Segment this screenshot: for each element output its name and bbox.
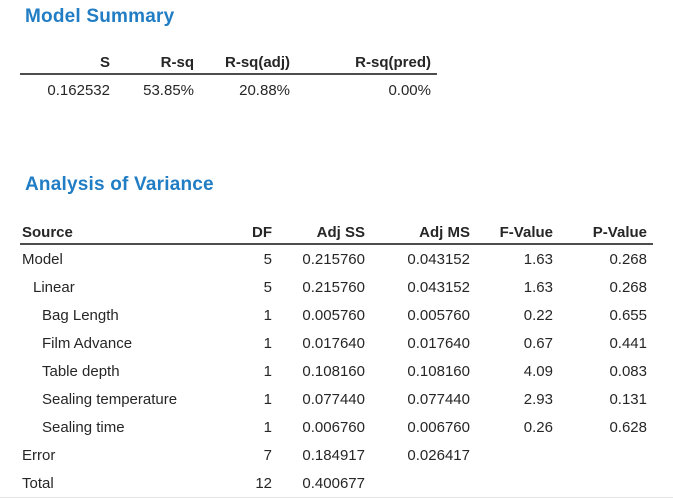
cell-adj-ms: 0.077440 — [407, 390, 470, 408]
anova-title: Analysis of Variance — [25, 174, 214, 195]
cell-source: Sealing time — [42, 418, 125, 436]
cell-df: 1 — [263, 334, 272, 352]
cell-f-value: 1.63 — [523, 250, 553, 268]
col-header-source: Source — [20, 222, 210, 245]
cell-df: 7 — [263, 446, 272, 464]
cell-f-value: 0.67 — [523, 334, 553, 352]
table-row-sealing-temperature: Sealing temperature 1 0.077440 0.077440 … — [20, 385, 653, 413]
cell-adj-ms: 0.043152 — [407, 250, 470, 268]
col-header-adj-ss: Adj SS — [278, 222, 371, 245]
cell-df: 1 — [263, 306, 272, 324]
cell-adj-ss: 0.215760 — [302, 278, 365, 296]
table-row-total: Total 12 0.400677 — [20, 469, 653, 497]
col-header-rsq-adj: R-sq(adj) — [200, 52, 296, 75]
cell-adj-ss: 0.400677 — [302, 474, 365, 492]
model-summary-header-row: S R-sq R-sq(adj) R-sq(pred) — [20, 52, 437, 75]
table-row-model: Model 5 0.215760 0.043152 1.63 0.268 — [20, 244, 653, 273]
model-summary-title: Model Summary — [25, 6, 175, 27]
cell-df: 1 — [263, 418, 272, 436]
cell-adj-ms: 0.005760 — [407, 306, 470, 324]
model-summary-section: Model Summary S R-sq R-sq(adj) R-sq(pred… — [20, 6, 673, 100]
cell-adj-ms: 0.026417 — [407, 446, 470, 464]
cell-adj-ss: 0.006760 — [302, 418, 365, 436]
cell-rsq: 53.85% — [143, 81, 194, 99]
cell-p-value — [559, 469, 653, 497]
cell-source: Sealing temperature — [42, 390, 178, 408]
cell-p-value — [559, 441, 653, 469]
table-row-table-depth: Table depth 1 0.108160 0.108160 4.09 0.0… — [20, 357, 653, 385]
cell-adj-ss: 0.215760 — [302, 250, 365, 268]
cell-p-value: 0.131 — [609, 390, 647, 408]
cell-f-value — [476, 441, 559, 469]
cell-adj-ss: 0.017640 — [302, 334, 365, 352]
cell-p-value: 0.083 — [609, 362, 647, 380]
cell-adj-ss: 0.108160 — [302, 362, 365, 380]
cell-adj-ms: 0.043152 — [407, 278, 470, 296]
cell-df: 12 — [255, 474, 272, 492]
cell-p-value: 0.628 — [609, 418, 647, 436]
col-header-rsq-pred: R-sq(pred) — [296, 52, 437, 75]
anova-header-row: Source DF Adj SS Adj MS F-Value P-Value — [20, 222, 653, 245]
anova-table: Source DF Adj SS Adj MS F-Value P-Value … — [20, 222, 653, 497]
col-header-rsq: R-sq — [116, 52, 200, 75]
table-row-linear: Linear 5 0.215760 0.043152 1.63 0.268 — [20, 273, 653, 301]
cell-source: Film Advance — [42, 334, 133, 352]
table-row-sealing-time: Sealing time 1 0.006760 0.006760 0.26 0.… — [20, 413, 653, 441]
cell-adj-ms — [371, 469, 476, 497]
cell-rsq-pred: 0.00% — [388, 81, 431, 99]
anova-section: Analysis of Variance Source DF Adj SS Ad… — [20, 174, 673, 497]
cell-adj-ss: 0.184917 — [302, 446, 365, 464]
cell-df: 1 — [263, 362, 272, 380]
cell-adj-ms: 0.108160 — [407, 362, 470, 380]
cell-rsq-adj: 20.88% — [239, 81, 290, 99]
col-header-s: S — [20, 52, 116, 75]
col-header-adj-ms: Adj MS — [371, 222, 476, 245]
model-summary-value-row: 0.162532 53.85% 20.88% 0.00% — [20, 74, 437, 100]
cell-s: 0.162532 — [47, 81, 110, 99]
cell-df: 5 — [263, 278, 272, 296]
pane-bottom-border — [0, 497, 673, 498]
cell-f-value: 2.93 — [523, 390, 553, 408]
cell-f-value: 1.63 — [523, 278, 553, 296]
cell-source: Linear — [33, 278, 75, 296]
cell-source: Error — [22, 446, 56, 464]
cell-df: 1 — [263, 390, 272, 408]
cell-adj-ms: 0.006760 — [407, 418, 470, 436]
model-summary-table: S R-sq R-sq(adj) R-sq(pred) 0.162532 53.… — [20, 52, 437, 100]
table-row-error: Error 7 0.184917 0.026417 — [20, 441, 653, 469]
cell-p-value: 0.268 — [609, 250, 647, 268]
cell-adj-ss: 0.005760 — [302, 306, 365, 324]
cell-adj-ss: 0.077440 — [302, 390, 365, 408]
cell-p-value: 0.441 — [609, 334, 647, 352]
cell-p-value: 0.268 — [609, 278, 647, 296]
cell-source: Bag Length — [42, 306, 119, 324]
cell-f-value: 0.26 — [523, 418, 553, 436]
cell-p-value: 0.655 — [609, 306, 647, 324]
cell-source: Model — [22, 250, 63, 268]
cell-f-value: 0.22 — [523, 306, 553, 324]
cell-f-value: 4.09 — [523, 362, 553, 380]
col-header-df: DF — [210, 222, 278, 245]
cell-df: 5 — [263, 250, 272, 268]
table-row-film-advance: Film Advance 1 0.017640 0.017640 0.67 0.… — [20, 329, 653, 357]
cell-source: Total — [22, 474, 54, 492]
cell-f-value — [476, 469, 559, 497]
col-header-p-value: P-Value — [559, 222, 653, 245]
cell-adj-ms: 0.017640 — [407, 334, 470, 352]
table-row-bag-length: Bag Length 1 0.005760 0.005760 0.22 0.65… — [20, 301, 653, 329]
col-header-f-value: F-Value — [476, 222, 559, 245]
cell-source: Table depth — [42, 362, 120, 380]
